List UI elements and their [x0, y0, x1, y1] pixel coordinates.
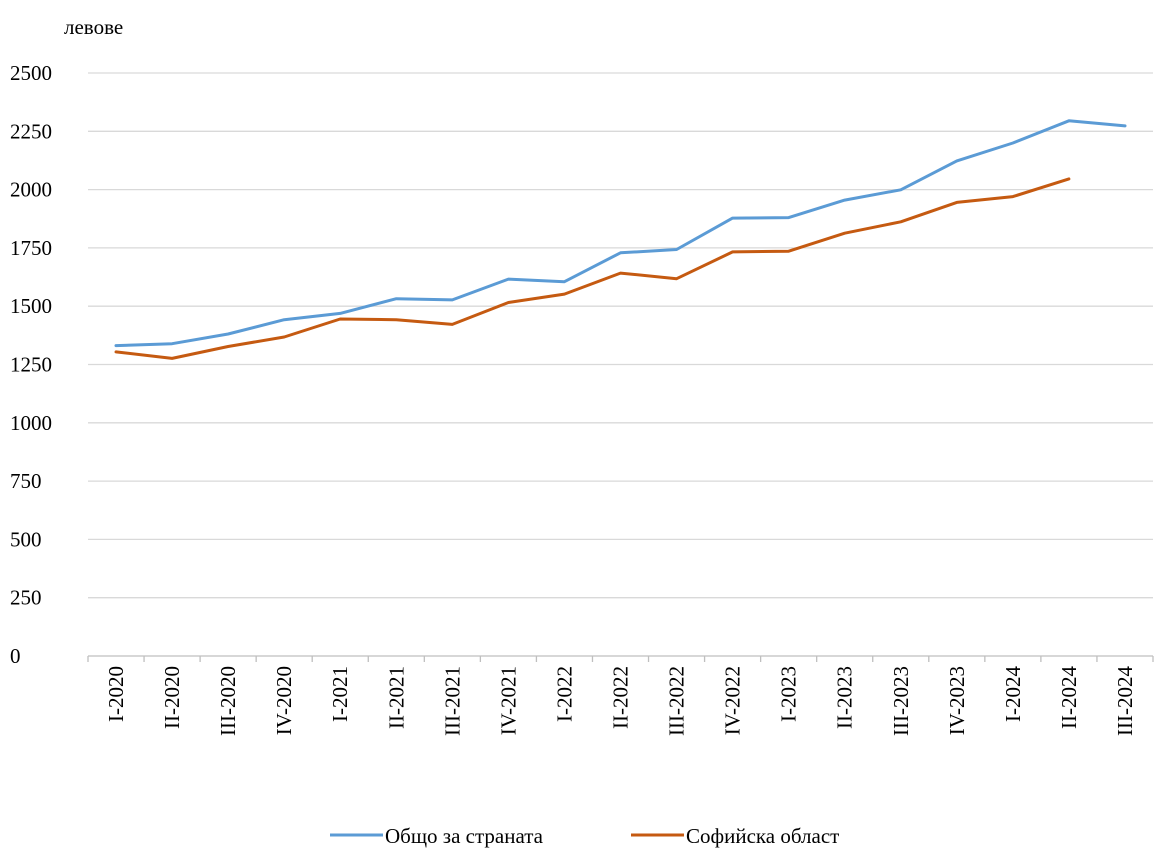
- series-line-2: [114, 177, 1071, 360]
- y-tick-label: 1500: [10, 294, 52, 318]
- series-line-1: [114, 119, 1127, 348]
- y-tick-label: 1250: [10, 353, 52, 377]
- x-tick-label: II-2020: [160, 666, 184, 729]
- x-tick-label: IV-2022: [721, 666, 745, 735]
- x-tick-label: II-2022: [609, 666, 633, 729]
- x-tick-label: II-2024: [1057, 666, 1081, 729]
- x-tick-label: II-2023: [833, 666, 857, 729]
- x-tick-label: IV-2020: [272, 666, 296, 735]
- x-axis: I-2020 II-2020 III-2020 IV-2020 I-2021 II-202…: [87, 656, 1154, 736]
- y-axis-label: левове: [64, 15, 123, 39]
- x-tick-label: III-2020: [216, 666, 240, 736]
- legend-label: Софийска област: [686, 824, 839, 848]
- x-tick-label: III-2024: [1113, 666, 1137, 736]
- x-tick-label: IV-2023: [945, 666, 969, 735]
- y-axis: 0 250 500 750 1000 1250 1500 1750 2000 2250 2500: [10, 61, 52, 668]
- x-tick-label: II-2021: [384, 666, 408, 729]
- y-tick-label: 0: [10, 644, 21, 668]
- y-tick-label: 750: [10, 469, 42, 493]
- y-tick-label: 250: [10, 586, 42, 610]
- x-tick-label: I-2021: [328, 666, 352, 722]
- series-lines: [114, 119, 1127, 360]
- x-tick-label: III-2022: [665, 666, 689, 736]
- x-tick-label: III-2021: [440, 666, 464, 736]
- x-tick-label: III-2023: [889, 666, 913, 736]
- y-tick-label: 500: [10, 527, 42, 551]
- legend-label: Общо за страната: [385, 824, 544, 848]
- x-tick-label: I-2022: [552, 666, 576, 722]
- y-tick-label: 1000: [10, 411, 52, 435]
- x-tick-label: I-2023: [777, 666, 801, 722]
- y-tick-label: 1750: [10, 236, 52, 260]
- gridlines: [88, 72, 1153, 657]
- x-tick-label: I-2024: [1001, 666, 1025, 722]
- x-tick-label: I-2020: [104, 666, 128, 722]
- x-tick-label: IV-2021: [496, 666, 520, 735]
- y-tick-label: 2000: [10, 178, 52, 202]
- y-tick-label: 2250: [10, 119, 52, 143]
- legend: Общо за страната Софийска област: [330, 824, 839, 848]
- y-tick-label: 2500: [10, 61, 52, 85]
